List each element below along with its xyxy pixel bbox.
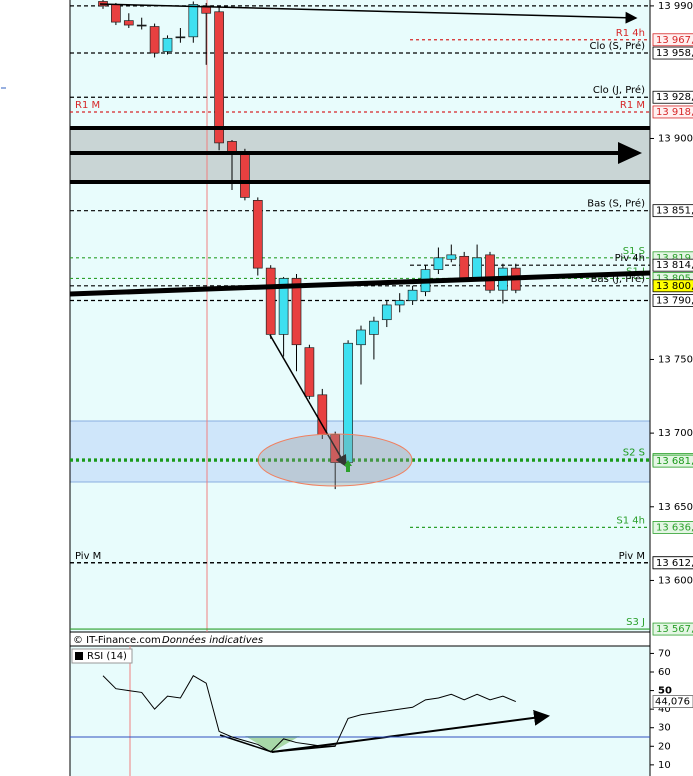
value-label: 44,076	[655, 697, 690, 708]
y-tick-label: 13 600	[658, 575, 693, 586]
level-label: 13 612,	[656, 558, 693, 569]
level-label: 13 918,	[656, 107, 693, 118]
candle-body	[240, 151, 250, 198]
value-box	[652, 695, 693, 708]
level-label: 13 805,	[656, 273, 693, 284]
level-label: 13 790,	[656, 296, 693, 307]
y-tick-label: 10	[658, 760, 671, 771]
candle-body	[175, 36, 186, 39]
level-name: R1 M	[75, 100, 100, 111]
candle-body	[111, 4, 121, 23]
candle-body	[201, 5, 212, 14]
arrow	[269, 334, 347, 468]
level-box	[652, 622, 693, 636]
level-box	[652, 33, 693, 47]
buy-arrow	[344, 460, 352, 472]
level-label: 13 967,	[656, 35, 693, 46]
level-name: S1 S	[623, 246, 645, 257]
candle-body	[227, 141, 237, 153]
arrow	[99, 3, 638, 24]
candle-body	[291, 278, 302, 346]
level-label: 13 819	[656, 253, 691, 264]
copyright: © IT-Finance.com	[73, 635, 161, 646]
level-box	[652, 90, 693, 104]
candle-body	[356, 329, 366, 346]
rsi-title: RSI (14)	[87, 651, 127, 662]
y-tick-label: 13 750	[658, 354, 693, 365]
level-box	[652, 46, 693, 60]
candle-body	[472, 257, 482, 279]
level-name: S2 S	[623, 448, 645, 459]
y-tick-label: 60	[658, 667, 671, 678]
candle-body	[123, 20, 134, 26]
level-box	[652, 454, 693, 468]
level-name: R1 4h	[616, 28, 645, 39]
level-box	[652, 105, 693, 119]
rsi-panel	[70, 646, 650, 776]
candle-body	[459, 255, 470, 279]
level-label: 13 958,	[656, 48, 693, 59]
candle-body	[278, 278, 289, 335]
level-name: Clo (S, Pré)	[590, 40, 646, 52]
level-name: S3 J	[626, 617, 645, 628]
candle-body	[304, 347, 315, 397]
y-tick-label: 13 900	[658, 133, 693, 144]
level-name: Bas (S, Pré)	[587, 198, 645, 210]
level-label: 13 567,	[656, 624, 693, 635]
level-box	[652, 294, 693, 307]
level-box	[652, 556, 693, 570]
level-label: 13 681,	[656, 456, 693, 467]
level-label: 13 928,	[656, 92, 693, 103]
level-name: R1 M	[620, 100, 645, 111]
y-tick-label: 13 650	[658, 502, 693, 513]
rsi-legend-swatch	[75, 652, 83, 660]
main-panel	[70, 0, 650, 632]
level-name: S1 4h	[616, 515, 645, 526]
level-name: Piv 4h	[615, 253, 645, 264]
level-label: 13 814,	[656, 260, 693, 271]
trend-line	[219, 734, 273, 753]
candle-body	[381, 304, 392, 321]
y-tick-label: 20	[658, 741, 671, 752]
candle-body	[188, 4, 199, 38]
level-name: Clo (J, Pré)	[593, 84, 645, 96]
candle-body	[136, 24, 147, 27]
highlight-ellipse	[257, 433, 413, 487]
level-box	[652, 258, 693, 272]
y-tick-label: 50	[658, 686, 672, 697]
level-box	[652, 279, 693, 293]
level-box	[652, 521, 693, 534]
arrow-head	[618, 142, 642, 164]
y-tick-label: 13 990	[658, 1, 693, 12]
note: Données indicatives	[162, 634, 263, 646]
rsi-legend	[71, 648, 133, 664]
level-label: 13 851,	[656, 206, 693, 217]
level-name: Piv M	[619, 551, 645, 562]
level-label: 13 800,	[656, 281, 693, 292]
candle-body	[485, 254, 495, 291]
candle-body	[433, 257, 444, 270]
level-label: 13 636,	[656, 522, 693, 533]
y-tick-label: 13 700	[658, 428, 693, 439]
candle-body	[162, 37, 173, 52]
candle-body	[317, 394, 328, 435]
y-tick-label: 30	[658, 723, 671, 734]
level-name: Piv M	[75, 551, 101, 562]
candle-body	[265, 267, 276, 335]
level-box	[652, 204, 693, 218]
y-tick-label: 70	[658, 648, 671, 659]
annotations	[69, 3, 651, 753]
candle-body	[369, 320, 379, 335]
candle-body	[407, 289, 418, 301]
candle-body	[446, 254, 457, 260]
blue-zone	[69, 420, 651, 483]
candle-body	[252, 200, 263, 269]
y-tick-label: 40	[658, 704, 671, 715]
candle-body	[214, 11, 224, 144]
candle-body	[394, 300, 405, 306]
rsi-line	[102, 675, 516, 753]
trend-line	[69, 270, 651, 297]
candle-body	[149, 26, 160, 54]
